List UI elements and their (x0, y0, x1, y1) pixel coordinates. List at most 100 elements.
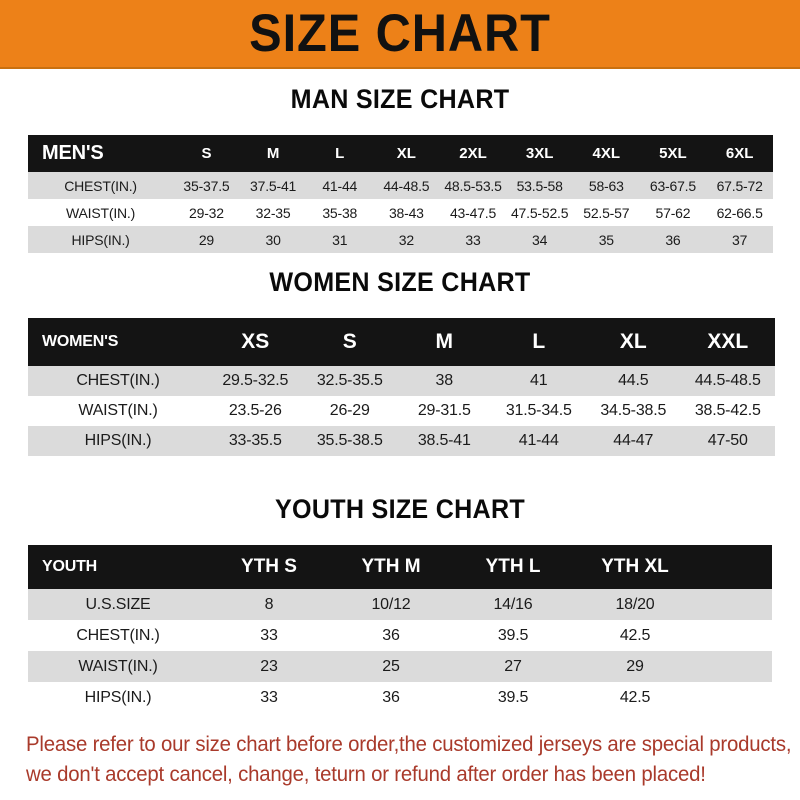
row-spacer (696, 620, 772, 651)
table-cell: 33 (465, 231, 481, 248)
header-spacer (696, 545, 772, 589)
table-cell: 23.5-26 (228, 402, 282, 419)
men-size-table: MEN'S S M L XL 2XL 3XL 4XL 5XL 6XL CHEST… (28, 135, 773, 253)
row-spacer (696, 682, 772, 713)
table-cell: 35-37.5 (183, 177, 230, 194)
table-cell: 44.5-48.5 (694, 372, 761, 389)
footer-line-2: we don't accept cancel, change, teturn o… (26, 763, 706, 786)
table-cell: 63-67.5 (649, 177, 696, 194)
table-cell: 29 (626, 657, 644, 675)
column-header: 5XL (659, 145, 687, 162)
table-cell: 36 (382, 626, 400, 644)
women-size-table-wrap: WOMEN'S XS S M L XL XXL CHEST(IN.) 29.5-… (28, 318, 775, 456)
row-label: WAIST(IN.) (78, 657, 158, 675)
table-cell: 43-47.5 (449, 204, 497, 221)
table-cell: 29-31.5 (417, 402, 471, 419)
youth-size-table: YOUTH YTH S YTH M YTH L YTH XL U.S.SIZE … (28, 545, 772, 713)
column-header: S (342, 330, 357, 353)
table-cell: 41 (530, 372, 548, 389)
table-cell: 10/12 (371, 595, 411, 613)
column-header: M (435, 330, 454, 353)
table-cell: 33-35.5 (228, 432, 282, 449)
table-header-row: MEN'S S M L XL 2XL 3XL 4XL 5XL 6XL (28, 135, 773, 172)
table-cell: 34 (532, 231, 548, 248)
page-title: SIZE CHART (249, 4, 551, 63)
row-label: WAIST(IN.) (66, 204, 136, 221)
table-row: WAIST(IN.) 29-32 32-35 35-38 38-43 43-47… (28, 199, 773, 226)
table-cell: 27 (504, 657, 522, 675)
table-cell: 41-44 (322, 177, 358, 194)
table-cell: 37.5-41 (250, 177, 297, 194)
column-header: XL (396, 145, 416, 162)
row-spacer (696, 651, 772, 682)
table-cell: 39.5 (497, 626, 529, 644)
table-cell: 18/20 (615, 595, 655, 613)
row-label: CHEST(IN.) (64, 177, 137, 194)
table-cell: 48.5-53.5 (444, 177, 502, 194)
table-cell: 30 (265, 231, 281, 248)
section-title-women: WOMEN SIZE CHART (269, 267, 531, 297)
corner-label: WOMEN'S (42, 333, 119, 350)
table-row: CHEST(IN.) 29.5-32.5 32.5-35.5 38 41 44.… (28, 366, 775, 396)
table-row: WAIST(IN.) 23.5-26 26-29 29-31.5 31.5-34… (28, 396, 775, 426)
row-label: U.S.SIZE (85, 595, 151, 613)
table-row: HIPS(IN.) 33 36 39.5 42.5 (28, 682, 772, 713)
row-label: HIPS(IN.) (84, 688, 152, 706)
table-cell: 67.5-72 (716, 177, 763, 194)
row-label: CHEST(IN.) (76, 626, 160, 644)
column-header: YTH XL (601, 556, 669, 577)
table-row: WAIST(IN.) 23 25 27 29 (28, 651, 772, 682)
table-cell: 35.5-38.5 (316, 432, 383, 449)
table-cell: 53.5-58 (516, 177, 563, 194)
column-header: XL (619, 330, 647, 353)
table-row: HIPS(IN.) 33-35.5 35.5-38.5 38.5-41 41-4… (28, 426, 775, 456)
table-header-row: YOUTH YTH S YTH M YTH L YTH XL (28, 545, 772, 589)
table-row: HIPS(IN.) 29 30 31 32 33 34 35 36 37 (28, 226, 773, 253)
column-header: XS (241, 330, 270, 353)
table-cell: 29 (198, 231, 215, 248)
table-cell: 52.5-57 (583, 204, 630, 221)
column-header: YTH S (241, 556, 297, 577)
table-cell: 47.5-52.5 (510, 204, 569, 221)
table-cell: 38.5-41 (417, 432, 471, 449)
column-header: 3XL (525, 145, 554, 162)
table-cell: 44-48.5 (383, 177, 430, 194)
table-cell: 44.5 (618, 372, 649, 389)
table-cell: 39.5 (497, 688, 529, 706)
table-cell: 57-62 (655, 204, 691, 221)
table-cell: 29-32 (189, 204, 224, 221)
table-row: CHEST(IN.) 33 36 39.5 42.5 (28, 620, 772, 651)
footer-disclaimer: Please refer to our size chart before or… (26, 730, 792, 790)
men-size-table-wrap: MEN'S S M L XL 2XL 3XL 4XL 5XL 6XL CHEST… (28, 135, 773, 253)
row-label: HIPS(IN.) (71, 231, 130, 248)
row-label: CHEST(IN.) (76, 372, 160, 389)
table-row: CHEST(IN.) 35-37.5 37.5-41 41-44 44-48.5… (28, 172, 773, 199)
column-header: M (266, 145, 280, 162)
table-cell: 47-50 (707, 432, 748, 449)
table-cell: 38-43 (388, 204, 424, 221)
section-title-youth: YOUTH SIZE CHART (275, 494, 525, 524)
table-cell: 14/16 (493, 595, 533, 613)
table-cell: 42.5 (619, 688, 651, 706)
table-cell: 33 (260, 688, 278, 706)
table-cell: 29.5-32.5 (222, 372, 289, 389)
column-header: YTH L (485, 556, 541, 577)
table-cell: 31.5-34.5 (505, 402, 572, 419)
table-cell: 41-44 (518, 432, 559, 449)
table-cell: 36 (665, 231, 681, 248)
column-header: 4XL (592, 145, 621, 162)
table-cell: 38 (435, 372, 454, 389)
footer-line-1: Please refer to our size chart before or… (26, 733, 792, 756)
table-cell: 32-35 (255, 204, 291, 221)
table-cell: 26-29 (329, 402, 370, 419)
table-cell: 31 (332, 231, 348, 248)
youth-size-table-wrap: YOUTH YTH S YTH M YTH L YTH XL U.S.SIZE … (28, 545, 772, 713)
column-header: 2XL (459, 145, 487, 162)
women-size-table: WOMEN'S XS S M L XL XXL CHEST(IN.) 29.5-… (28, 318, 775, 456)
table-cell: 42.5 (619, 626, 651, 644)
column-header: XXL (707, 330, 749, 353)
table-cell: 25 (382, 657, 400, 675)
column-header: S (201, 145, 212, 162)
table-cell: 37 (732, 231, 748, 248)
